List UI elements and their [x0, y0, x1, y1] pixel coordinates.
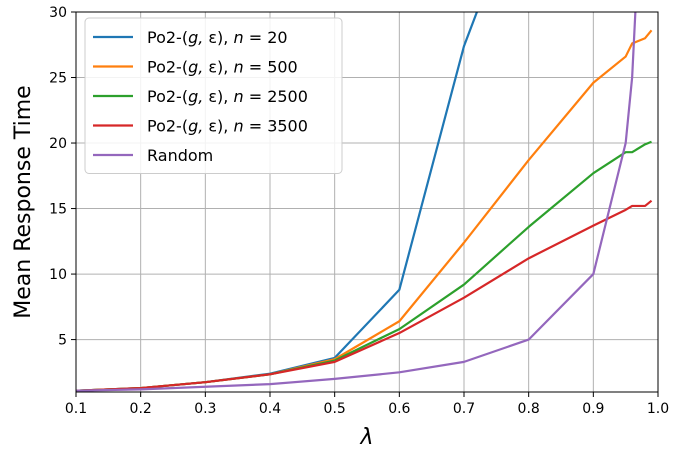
legend-part-mid: ), — [217, 117, 233, 136]
x-axis: 0.1 0.2 0.3 0.4 0.5 0.6 0.7 0.8 0.9 1.0 — [65, 392, 669, 417]
x-tick-label: 0.9 — [582, 401, 604, 417]
legend-part-eq: = — [244, 58, 268, 77]
legend-label-3: Po2-(g, ε), n = 3500 — [147, 117, 308, 136]
y-axis-label: Mean Response Time — [11, 85, 36, 318]
legend-label-2: Po2-(g, ε), n = 2500 — [147, 87, 308, 106]
legend-part-value: 500 — [267, 58, 298, 77]
x-tick-label: 0.4 — [259, 401, 281, 417]
y-axis: 5 10 15 20 25 30 — [49, 5, 76, 349]
legend-part-eps: ε — [208, 87, 217, 106]
legend-part-value: 20 — [267, 28, 287, 47]
y-tick-label: 5 — [58, 333, 67, 349]
series-line-4 — [76, 12, 637, 392]
legend-part-prefix: Po2-( — [147, 87, 188, 106]
legend-label-0: Po2-(g, ε), n = 20 — [147, 28, 288, 47]
legend-part-eq: = — [244, 117, 268, 136]
legend-part-mid: ), — [217, 28, 233, 47]
grid — [75, 11, 659, 392]
x-axis-label: λ — [359, 425, 373, 450]
x-tick-label: 1.0 — [647, 401, 669, 417]
legend-part-g: g, — [188, 58, 208, 77]
y-tick-label: 10 — [49, 267, 67, 283]
y-tick-label: 25 — [49, 71, 67, 87]
legend-box — [84, 17, 343, 174]
x-tick-label: 0.5 — [324, 401, 346, 417]
legend-part-g: g, — [188, 28, 208, 47]
legend-part-n: n — [233, 87, 243, 106]
y-tick-label: 20 — [49, 136, 67, 152]
legend-part-prefix: Po2-( — [147, 28, 188, 47]
legend-part-eq: = — [244, 87, 268, 106]
legend-part-eps: ε — [208, 117, 217, 136]
y-tick-label: 15 — [49, 202, 67, 218]
legend-part-n: n — [233, 117, 243, 136]
legend-part-value: 2500 — [267, 87, 308, 106]
legend-label-4: Random — [147, 146, 213, 165]
x-tick-label: 0.1 — [65, 401, 87, 417]
x-tick-label: 0.8 — [518, 401, 540, 417]
legend-part-eps: ε — [208, 28, 217, 47]
y-tick-label: 30 — [49, 5, 67, 21]
series-line-3 — [76, 199, 653, 392]
x-tick-label: 0.6 — [388, 401, 410, 417]
series-lines — [76, 12, 653, 392]
legend-part-prefix: Po2-( — [147, 117, 188, 136]
legend-part-eps: ε — [208, 58, 217, 77]
legend-part-prefix: Po2-( — [147, 58, 188, 77]
legend-part-n: n — [233, 28, 243, 47]
legend-part-value: 3500 — [267, 117, 308, 136]
legend-part-mid: ), — [217, 87, 233, 106]
plot-area-frame — [75, 11, 659, 393]
legend-part-n: n — [233, 58, 243, 77]
x-tick-label: 0.3 — [194, 401, 216, 417]
legend-part-eq: = — [244, 28, 268, 47]
legend-part-prefix: Random — [147, 146, 213, 165]
legend-part-g: g, — [188, 87, 208, 106]
legend-part-mid: ), — [217, 58, 233, 77]
legend-label-1: Po2-(g, ε), n = 500 — [147, 58, 298, 77]
series-line-2 — [76, 140, 652, 392]
x-tick-label: 0.2 — [130, 401, 152, 417]
x-tick-label: 0.7 — [453, 401, 475, 417]
legend-part-g: g, — [188, 117, 208, 136]
